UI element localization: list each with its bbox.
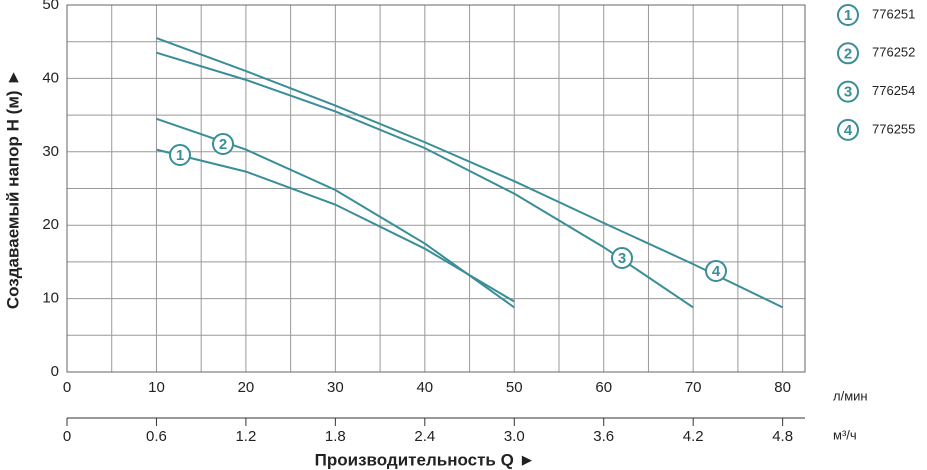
x-tick-label: 0	[63, 379, 71, 396]
legend-marker: 4	[844, 122, 853, 139]
legend-label: 776251	[872, 6, 915, 21]
y-tick-label: 10	[42, 290, 59, 307]
curve-label-circle	[169, 144, 191, 166]
x2-tick-label: 1.8	[325, 428, 346, 445]
series-line	[156, 51, 694, 309]
x2-tick-label: 4.8	[772, 428, 793, 445]
x-tick-label: 80	[774, 379, 791, 396]
legend-marker: 1	[844, 7, 852, 24]
x-tick-label: 70	[685, 379, 702, 396]
y-tick-label: 20	[42, 216, 59, 233]
x-tick-label: 10	[148, 379, 165, 396]
x-tick-label: 60	[595, 379, 612, 396]
curve-label-circle	[705, 260, 727, 282]
legend-marker: 3	[844, 84, 852, 101]
x2-unit: м³/ч	[833, 427, 857, 442]
legend-label: 776252	[872, 45, 915, 60]
y-tick-label: 0	[51, 363, 59, 380]
curve-label: 4	[712, 263, 721, 280]
legend-marker-circle	[837, 118, 859, 141]
curve-label: 3	[618, 250, 626, 267]
x-unit: л/мин	[833, 388, 868, 403]
legend-marker: 2	[844, 45, 852, 62]
curve-label: 2	[219, 136, 227, 153]
y-axis-label: Создаваемый напор H (м) ►	[3, 69, 22, 309]
legend-label: 776255	[872, 121, 915, 136]
y-tick-label: 30	[42, 143, 59, 160]
x-axis-label: Производительность Q ►	[315, 450, 536, 469]
y-tick-label: 40	[42, 69, 59, 86]
x-tick-label: 50	[506, 379, 523, 396]
x2-tick-label: 4.2	[683, 428, 704, 445]
x-tick-label: 40	[416, 379, 433, 396]
y-tick-label: 50	[42, 0, 59, 13]
curve-label: 1	[176, 147, 184, 164]
curve-label-circle	[212, 133, 234, 155]
legend-marker-circle	[837, 80, 859, 103]
x2-tick-label: 0	[63, 428, 71, 445]
legend-marker-circle	[837, 4, 859, 26]
legend-label: 776254	[872, 83, 915, 98]
x2-tick-label: 0.6	[146, 428, 167, 445]
x-tick-label: 30	[327, 379, 344, 396]
x2-tick-label: 2.4	[414, 428, 435, 445]
x-tick-label: 20	[238, 379, 255, 396]
legend-marker-circle	[837, 42, 859, 65]
x2-tick-label: 1.2	[235, 428, 256, 445]
series-line	[156, 148, 515, 303]
x2-tick-label: 3.0	[504, 428, 525, 445]
curve-label-circle	[611, 247, 633, 269]
plot-frame	[66, 4, 806, 373]
x2-tick-label: 3.6	[593, 428, 614, 445]
series-line	[156, 37, 784, 309]
